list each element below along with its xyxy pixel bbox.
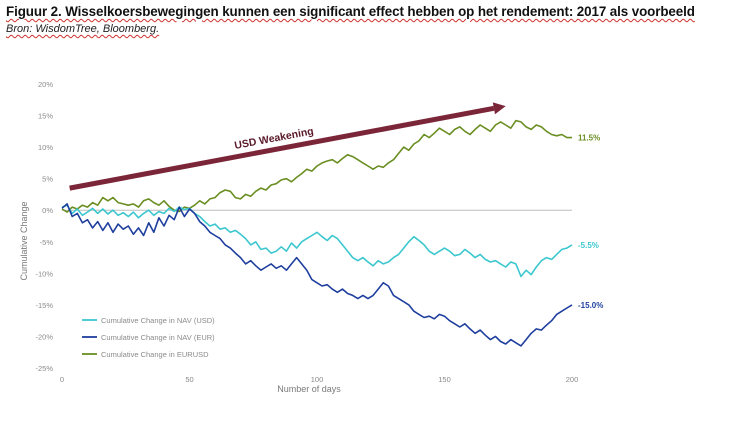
series-line-2 <box>61 203 573 347</box>
x-tick-label: 50 <box>185 375 193 384</box>
y-tick-label: 10% <box>38 143 53 152</box>
y-tick-label: 5% <box>42 175 53 184</box>
y-tick-label: 15% <box>38 112 53 121</box>
legend-label: Cumulative Change in NAV (USD) <box>101 316 215 325</box>
x-axis-title: Number of days <box>277 384 341 394</box>
y-axis-title: Cumulative Change <box>19 201 29 280</box>
x-tick-label: 100 <box>311 375 324 384</box>
y-tick-label: -15% <box>35 301 53 310</box>
end-value-label: 11.5% <box>578 134 600 143</box>
y-tick-label: -10% <box>35 269 53 278</box>
series-line-3 <box>61 119 572 213</box>
y-tick-label: 20% <box>38 80 53 89</box>
legend-label: Cumulative Change in NAV (EUR) <box>101 333 215 342</box>
y-tick-label: -25% <box>35 364 53 373</box>
figure-source: Bron: WisdomTree, Bloomberg. <box>6 23 159 35</box>
figure-source-text: Bron: WisdomTree, Bloomberg. <box>6 23 160 35</box>
figure-title: Figuur 2. Wisselkoersbewegingen kunnen e… <box>6 4 754 19</box>
end-value-label: -5.5% <box>578 241 599 250</box>
x-axis-ticks: 0 50 100 150 200 <box>60 375 578 384</box>
legend-label: Cumulative Change in EURUSD <box>101 350 209 359</box>
legend: Cumulative Change in NAV (USD) Cumulative… <box>82 316 215 359</box>
arrow-shaft <box>69 105 495 191</box>
x-tick-label: 200 <box>566 375 579 384</box>
x-tick-label: 150 <box>438 375 451 384</box>
x-tick-label: 0 <box>60 375 64 384</box>
y-axis-ticks: 20% 15% 10% 5% 0% -5% -10% -15% -20% -25% <box>35 80 53 373</box>
series-layer <box>61 119 573 347</box>
series-line-1 <box>61 204 573 278</box>
end-value-label: -15.0% <box>578 301 603 310</box>
end-labels: 11.5% -5.5% -15.0% <box>578 134 603 310</box>
arrow-head <box>492 102 506 115</box>
y-tick-label: -5% <box>40 238 54 247</box>
y-tick-label: -20% <box>35 332 53 341</box>
annotation-arrow: USD Weakening <box>69 102 506 191</box>
y-tick-label: 0% <box>42 206 53 215</box>
figure-title-text: Figuur 2. Wisselkoersbewegingen kunnen e… <box>6 4 695 19</box>
